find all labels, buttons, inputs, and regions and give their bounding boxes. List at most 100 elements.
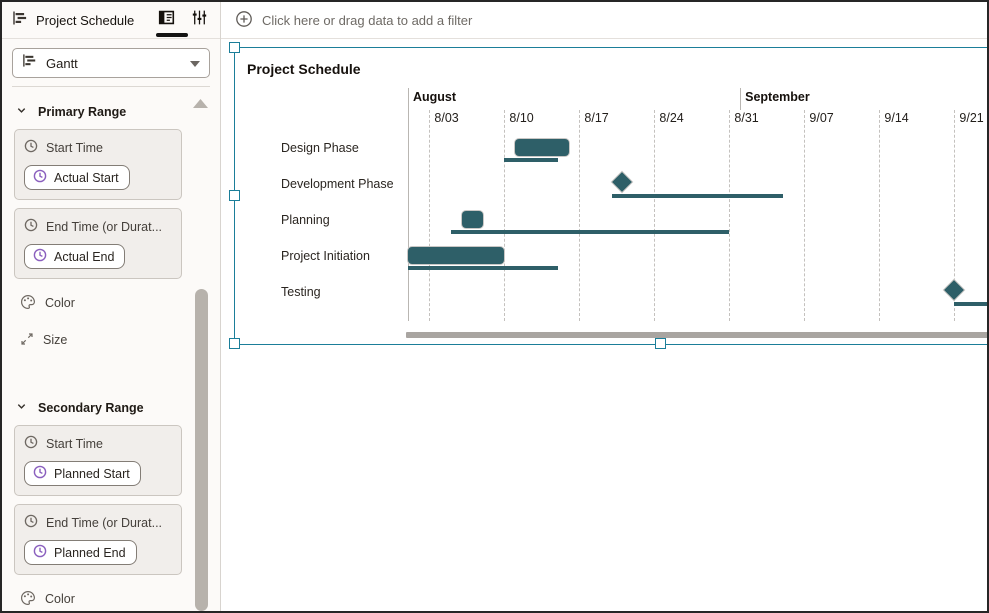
actual-start-pill[interactable]: Actual Start (24, 165, 130, 190)
month-gridline (408, 88, 409, 321)
axis-tick-label: 8/24 (659, 111, 684, 125)
secondary-end-time-dropzone[interactable]: End Time (or Durat... Planned End (14, 504, 182, 575)
clock-icon (24, 514, 38, 531)
palette-icon (20, 294, 36, 313)
viz-type-value: Gantt (46, 55, 78, 71)
filter-bar[interactable]: Click here or drag data to add a filter (221, 2, 987, 39)
axis-tick-label: 8/31 (734, 111, 759, 125)
task-label: Project Initiation (281, 249, 370, 263)
secondary-color-dropzone[interactable]: Color (20, 589, 220, 609)
grammar-panel-icon (158, 9, 175, 31)
grammar-sidebar: Project Schedule Gantt (2, 2, 221, 611)
week-gridline (504, 110, 506, 321)
primary-end-time-dropzone[interactable]: End Time (or Durat... Actual End (14, 208, 182, 279)
color-label: Color (45, 592, 75, 606)
primary-range-header[interactable]: Primary Range (16, 105, 220, 119)
actual-milestone-marker[interactable] (944, 280, 965, 300)
task-label: Testing (281, 285, 321, 299)
clock-icon (33, 248, 47, 265)
properties-icon (191, 9, 208, 31)
chevron-down-icon (16, 401, 27, 415)
resize-handle-bottom-center[interactable] (655, 338, 666, 349)
chart-title: Project Schedule (247, 61, 361, 77)
palette-icon (20, 590, 36, 609)
dropzone-label: End Time (or Durat... (46, 515, 163, 530)
axis-month-label: August (413, 90, 457, 104)
pill-label: Planned End (54, 545, 126, 560)
primary-color-dropzone[interactable]: Color (20, 293, 220, 313)
clock-icon (24, 435, 38, 452)
resize-handle-mid-left[interactable] (229, 190, 240, 201)
secondary-range-header[interactable]: Secondary Range (16, 401, 220, 415)
week-gridline (729, 110, 731, 321)
sidebar-tabs (157, 9, 210, 31)
clock-icon (24, 139, 38, 156)
plus-circle-icon (235, 10, 253, 31)
actual-bar[interactable] (461, 211, 483, 228)
clock-icon (24, 218, 38, 235)
secondary-start-time-dropzone[interactable]: Start Time Planned Start (14, 425, 182, 496)
divider (12, 86, 210, 87)
planned-range-line[interactable] (611, 194, 783, 198)
secondary-range-section: Secondary Range Start Time Planned Start (2, 401, 220, 611)
week-gridline (579, 110, 581, 321)
planned-range-line[interactable] (504, 158, 558, 162)
axis-tick-label: 9/14 (884, 111, 909, 125)
gantt-icon (12, 10, 28, 31)
canvas[interactable]: Project Schedule August September 8/03 8/10… (221, 39, 987, 611)
axis-tick-label: 8/17 (584, 111, 609, 125)
actual-end-pill[interactable]: Actual End (24, 244, 126, 269)
main-area: Click here or drag data to add a filter … (221, 2, 987, 611)
planned-end-pill[interactable]: Planned End (24, 540, 137, 565)
sidebar-scrollbar-thumb[interactable] (195, 289, 208, 611)
caret-down-icon (190, 54, 200, 72)
task-label: Development Phase (281, 177, 394, 191)
section-title: Primary Range (38, 105, 127, 119)
resize-icon (20, 332, 34, 349)
axis-tick-label: 9/21 (959, 111, 984, 125)
month-gridline (740, 88, 742, 110)
pill-label: Actual End (54, 249, 115, 264)
planned-range-line[interactable] (450, 230, 730, 234)
actual-milestone-marker[interactable] (612, 172, 633, 192)
pill-label: Planned Start (54, 466, 130, 481)
axis-tick-label: 9/07 (809, 111, 834, 125)
gantt-plot-area: August September 8/03 8/10 8/17 8/24 8/31 9/07 9… (235, 48, 987, 344)
tab-properties[interactable] (190, 9, 208, 31)
resize-handle-top-left[interactable] (229, 42, 240, 53)
actual-bar[interactable] (515, 139, 569, 156)
viz-type-dropdown[interactable]: Gantt (12, 48, 210, 78)
dropzone-label: End Time (or Durat... (46, 219, 163, 234)
chart-horizontal-scrollbar[interactable] (406, 332, 987, 338)
gantt-visualization[interactable]: Project Schedule August September 8/03 8/10… (234, 47, 987, 345)
week-gridline (654, 110, 656, 321)
clock-icon (33, 169, 47, 186)
week-gridline (879, 110, 881, 321)
primary-size-dropzone[interactable]: Size (20, 330, 220, 350)
color-label: Color (45, 296, 75, 310)
axis-month-label: September (745, 90, 810, 104)
week-gridline (429, 110, 431, 321)
pill-label: Actual Start (54, 170, 119, 185)
size-label: Size (43, 333, 68, 347)
primary-start-time-dropzone[interactable]: Start Time Actual Start (14, 129, 182, 200)
week-gridline (804, 110, 806, 321)
window-title: Project Schedule (36, 12, 135, 28)
sidebar-header: Project Schedule (2, 2, 220, 39)
active-tab-underline (156, 33, 188, 37)
axis-tick-label: 8/10 (509, 111, 534, 125)
gantt-icon (22, 53, 37, 73)
clock-icon (33, 465, 47, 482)
section-title: Secondary Range (38, 401, 144, 415)
axis-tick-label: 8/03 (434, 111, 459, 125)
triangle-up-icon[interactable] (193, 95, 208, 113)
planned-range-line[interactable] (408, 266, 558, 270)
clock-icon (33, 544, 47, 561)
actual-bar[interactable] (408, 247, 505, 264)
week-gridline (954, 110, 956, 321)
planned-range-line[interactable] (954, 302, 987, 306)
planned-start-pill[interactable]: Planned Start (24, 461, 141, 486)
resize-handle-bottom-left[interactable] (229, 338, 240, 349)
tab-grammar-panel[interactable] (157, 9, 175, 31)
